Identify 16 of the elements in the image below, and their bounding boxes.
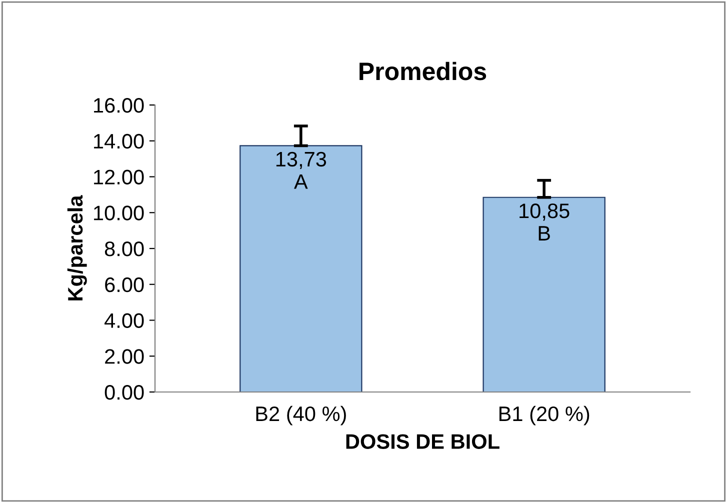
y-tick-label: 6.00 — [105, 277, 144, 292]
chart-title: Promedios — [360, 62, 486, 80]
x-tick-label: B1 (20 %) — [499, 406, 590, 426]
x-tick-label: B2 (40 %) — [256, 406, 346, 426]
y-axis-title: Kg/parcela — [67, 195, 87, 300]
x-axis-title: DOSIS DE BIOL — [346, 434, 500, 449]
y-tick-label: 16.00 — [94, 98, 144, 113]
y-tick-label: 2.00 — [105, 349, 144, 364]
y-tick-label: 0.00 — [104, 385, 144, 400]
y-tick-label: 14.00 — [94, 134, 144, 149]
data-label: 10,85 B — [520, 203, 570, 240]
y-tick-label: 12.00 — [94, 170, 144, 185]
data-label: 13,73 A — [276, 152, 326, 189]
y-tick-label: 8.00 — [104, 242, 144, 256]
y-tick-label: 4.00 — [104, 313, 144, 328]
y-tick-label: 10.00 — [94, 206, 144, 220]
